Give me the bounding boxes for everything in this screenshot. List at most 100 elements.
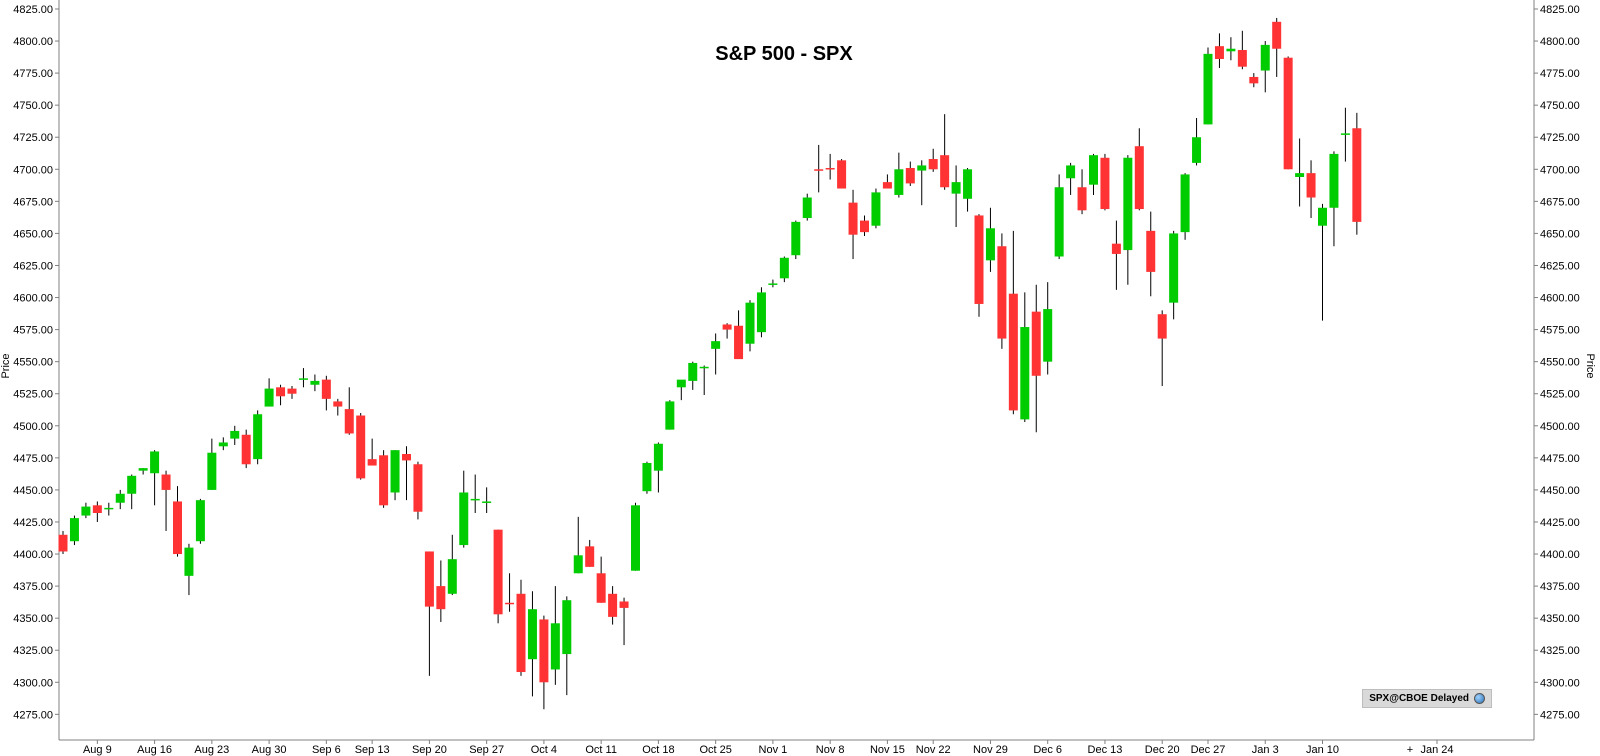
candle-body-down — [516, 593, 526, 673]
candle-body-down — [940, 155, 950, 188]
candle — [1295, 138, 1305, 207]
candle-body-up — [1226, 48, 1236, 52]
right-price-tick-label: 4325.00 — [1540, 645, 1580, 657]
candle — [58, 530, 68, 555]
date-tick-label: Oct 4 — [531, 744, 557, 756]
candle — [402, 446, 411, 501]
data-source-badge[interactable]: SPX@CBOE Delayed — [1362, 689, 1492, 708]
candle — [436, 560, 446, 623]
candle-body-up — [951, 182, 961, 194]
date-tick-label: Aug 16 — [137, 744, 172, 756]
candle — [241, 429, 251, 469]
candle — [653, 442, 663, 493]
candle — [665, 400, 675, 430]
left-axis-title: Price — [0, 353, 12, 378]
candle — [1077, 169, 1087, 215]
candle — [905, 161, 915, 186]
left-price-tick-label: 4450.00 — [13, 485, 53, 497]
candle — [184, 543, 194, 596]
candle — [516, 579, 526, 676]
candle-body-up — [894, 169, 904, 195]
right-price-tick-label: 4550.00 — [1540, 357, 1580, 369]
candle-body-up — [138, 468, 148, 471]
candle-body-up — [963, 169, 973, 199]
candle-body-down — [413, 464, 423, 512]
candle — [1352, 112, 1362, 235]
left-price-tick-label: 4725.00 — [13, 132, 53, 144]
date-tick-label: Jan 24 — [1420, 744, 1453, 756]
right-price-tick-label: 4625.00 — [1540, 260, 1580, 272]
left-price-tick-label: 4350.00 — [13, 613, 53, 625]
left-price-tick-label: 4425.00 — [13, 517, 53, 529]
candle — [367, 438, 377, 466]
candle-body-up — [298, 378, 308, 380]
candle-body-down — [367, 459, 377, 466]
candle-body-up — [253, 414, 263, 460]
candle-body-up — [653, 443, 663, 471]
candle-body-down — [860, 220, 869, 233]
right-price-tick-label: 4275.00 — [1540, 709, 1580, 721]
candle — [482, 487, 492, 513]
candle-body-up — [550, 623, 560, 670]
candle-body-down — [436, 586, 446, 610]
candle — [711, 333, 721, 375]
left-price-tick-label: 4375.00 — [13, 581, 53, 593]
candle — [837, 159, 847, 189]
right-price-tick-label: 4500.00 — [1540, 421, 1580, 433]
candle-body-up — [69, 518, 79, 542]
candle — [882, 174, 892, 189]
candle-body-up — [871, 192, 881, 226]
candle — [1157, 310, 1167, 387]
candle-body-down — [333, 401, 343, 407]
candle-body-down — [734, 325, 744, 360]
candle — [779, 256, 789, 283]
candles — [58, 17, 1362, 710]
left-price-tick-label: 4675.00 — [13, 196, 53, 208]
candle — [527, 591, 537, 697]
candle-body-up — [1203, 53, 1213, 125]
candle — [1272, 17, 1282, 77]
data-source-label: SPX@CBOE Delayed — [1369, 693, 1469, 704]
candle-body-up — [150, 451, 160, 474]
candle-body-down — [1077, 187, 1087, 211]
candle-body-up — [676, 379, 686, 388]
candle-body-down — [997, 246, 1007, 339]
candle-body-up — [1192, 137, 1202, 163]
left-price-tick-label: 4650.00 — [13, 228, 53, 240]
date-tick-label: Aug 9 — [83, 744, 112, 756]
candle — [688, 361, 698, 390]
candle — [459, 470, 469, 548]
candle — [1203, 47, 1213, 125]
left-price-tick-label: 4750.00 — [13, 100, 53, 112]
candle — [424, 551, 434, 676]
left-price-tick-label: 4525.00 — [13, 389, 53, 401]
candle — [379, 450, 389, 508]
candle — [493, 529, 503, 624]
right-price-tick-label: 4575.00 — [1540, 325, 1580, 337]
candle — [69, 515, 79, 546]
candle-body-down — [585, 546, 595, 567]
candle — [115, 489, 125, 510]
candle — [974, 214, 984, 317]
candle — [1306, 160, 1316, 219]
candle-body-up — [562, 600, 572, 655]
candle — [745, 300, 755, 352]
candle — [1249, 73, 1259, 88]
right-price-tick-label: 4675.00 — [1540, 196, 1580, 208]
candle — [390, 450, 400, 501]
candle-body-up — [985, 228, 995, 261]
candle — [195, 498, 205, 544]
candle-body-up — [665, 401, 675, 430]
right-price-tick-label: 4525.00 — [1540, 389, 1580, 401]
candle-body-down — [1008, 293, 1018, 411]
right-price-tick-label: 4475.00 — [1540, 453, 1580, 465]
candle-body-down — [173, 501, 182, 555]
left-price-tick-label: 4700.00 — [13, 164, 53, 176]
candle — [344, 387, 354, 435]
date-tick-label: Jan 10 — [1306, 744, 1339, 756]
date-tick-label: Sep 27 — [469, 744, 504, 756]
candle-body-up — [1260, 44, 1270, 71]
candle-body-down — [1157, 314, 1167, 339]
candle — [894, 152, 904, 198]
globe-icon — [1474, 693, 1485, 704]
